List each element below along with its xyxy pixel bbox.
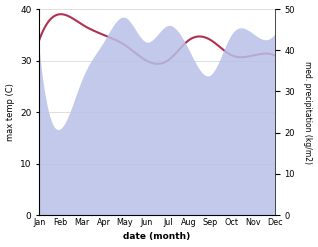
X-axis label: date (month): date (month) <box>123 232 190 242</box>
Y-axis label: max temp (C): max temp (C) <box>5 83 15 141</box>
Y-axis label: med. precipitation (kg/m2): med. precipitation (kg/m2) <box>303 61 313 164</box>
